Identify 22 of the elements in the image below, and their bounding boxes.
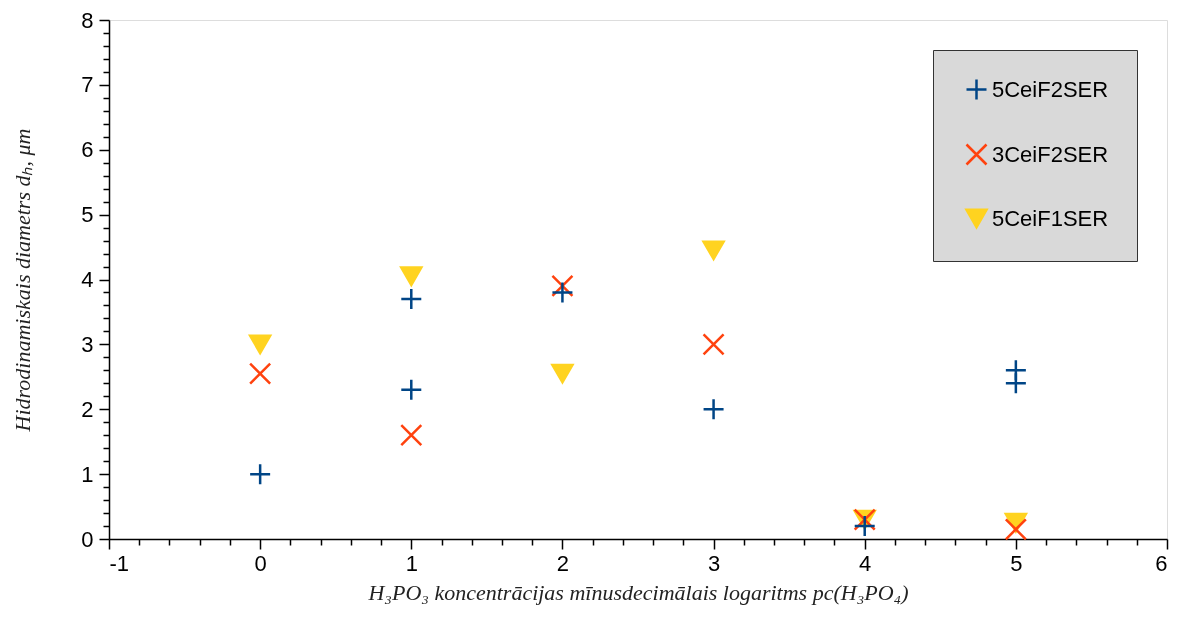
y-tick-label: 8 [81, 7, 94, 33]
y-tick-label: 1 [81, 461, 94, 487]
y-axis-title: Hidrodinamiskais diametrs dₕ, μm [10, 128, 36, 433]
y-tick-label: 5 [81, 202, 94, 228]
x-tick-label: 2 [556, 550, 570, 576]
x-tick-label: 3 [707, 550, 721, 576]
y-tick-label: 6 [81, 137, 94, 163]
legend-label: 5CeiF2SER [992, 76, 1109, 102]
x-tick-label: 6 [1155, 550, 1168, 576]
x-axis-title: H₃PO₃ koncentrācijas mīnusdecimālais logaritms pc(H₃PO₄) [367, 579, 909, 605]
y-tick-label: 4 [81, 267, 94, 292]
x-tick-label: 4 [859, 550, 872, 576]
y-tick-label: 0 [81, 526, 94, 552]
y-tick-label: 3 [81, 331, 94, 357]
x-tick-label: -1 [109, 550, 130, 576]
x-tick-label: 1 [405, 550, 418, 576]
y-tick-label: 7 [81, 72, 94, 98]
legend-label: 3CeiF2SER [992, 141, 1109, 167]
x-tick-label: 5 [1010, 550, 1023, 576]
y-tick-label: 2 [81, 396, 94, 422]
x-tick-label: 0 [254, 550, 267, 576]
legend-label: 5CeiF1SER [992, 205, 1109, 231]
